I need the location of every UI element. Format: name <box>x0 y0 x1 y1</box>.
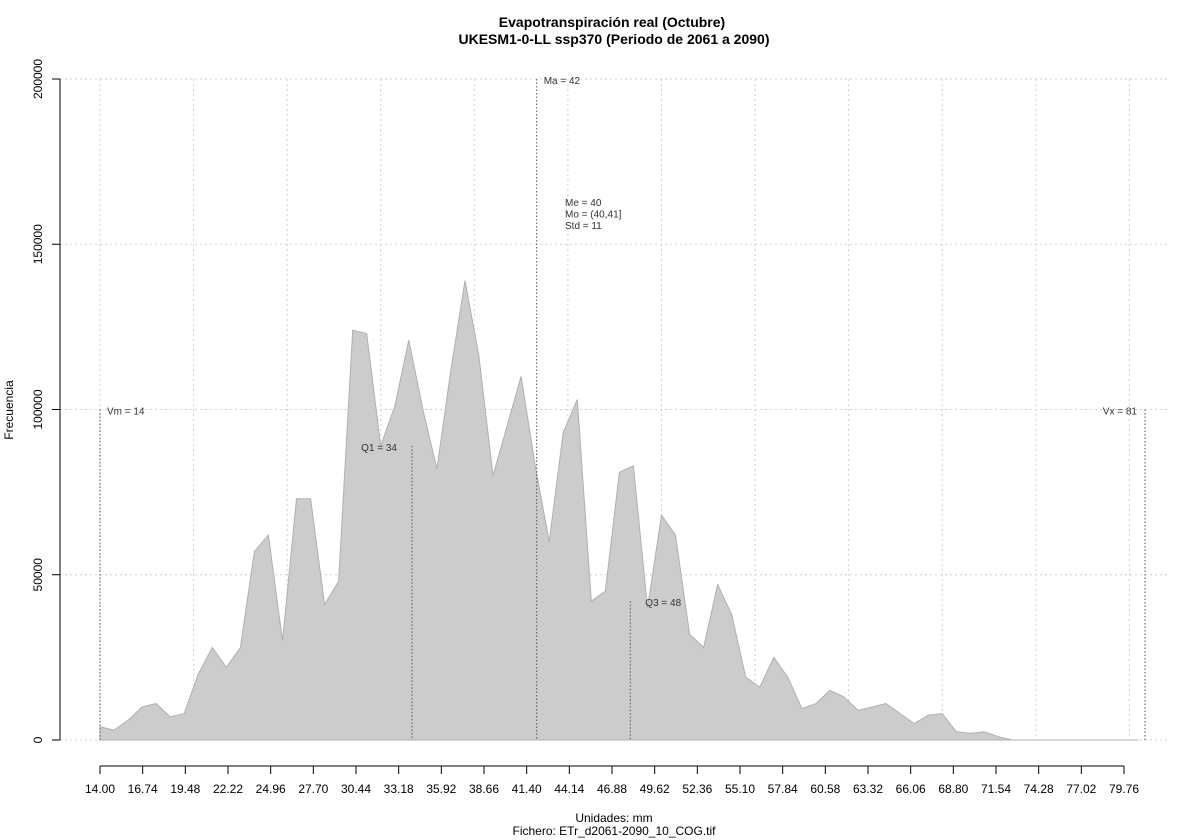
y-tick-label-0: 0 <box>31 736 45 743</box>
y-tick-label-2: 100000 <box>31 389 45 429</box>
marker-label-1: Q1 = 34 <box>361 443 397 454</box>
x-tick-label-21: 71.54 <box>981 782 1011 796</box>
x-tick-label-13: 49.62 <box>640 782 670 796</box>
grid-layer <box>60 78 1170 741</box>
x-tick-label-19: 66.06 <box>896 782 926 796</box>
area-layer <box>99 280 1139 741</box>
x-tick-label-14: 52.36 <box>682 782 712 796</box>
frequency-area <box>99 280 1139 741</box>
x-tick-label-6: 30.44 <box>341 782 371 796</box>
x-tick-label-20: 68.80 <box>938 782 968 796</box>
marker-layer: Vm = 14 Q1 = 34 Ma = 42 Q3 = 48 Vx = 81 <box>99 76 1146 740</box>
x-axis-label: Unidades: mm <box>575 811 652 825</box>
x-tick-label-0: 14.00 <box>85 782 115 796</box>
x-tick-label-1: 16.74 <box>128 782 158 796</box>
x-tick-label-7: 33.18 <box>384 782 414 796</box>
x-tick-label-3: 22.22 <box>213 782 243 796</box>
footer-file-label: Fichero: ETr_d2061-2090_10_COG.tif <box>513 824 717 838</box>
stats-line-2: Std = 11 <box>565 221 602 232</box>
y-tick-label-1: 50000 <box>31 558 45 592</box>
marker-label-3: Q3 = 48 <box>645 598 681 609</box>
x-tick-label-4: 24.96 <box>256 782 286 796</box>
chart-title: Evapotranspiración real (Octubre) <box>499 14 725 30</box>
x-tick-label-23: 77.02 <box>1066 782 1096 796</box>
x-tick-label-12: 46.88 <box>597 782 627 796</box>
stats-line-1: Mo = (40,41] <box>565 210 622 221</box>
x-tick-label-5: 27.70 <box>298 782 328 796</box>
x-tick-label-9: 38.66 <box>469 782 499 796</box>
y-tick-label-3: 150000 <box>31 224 45 264</box>
y-tick-label-4: 200000 <box>31 59 45 99</box>
marker-label-0: Vm = 14 <box>107 407 145 418</box>
x-tick-label-24: 79.76 <box>1109 782 1139 796</box>
x-tick-label-15: 55.10 <box>725 782 755 796</box>
marker-label-2: Ma = 42 <box>544 76 581 87</box>
x-tick-layer: 14.00 16.74 19.48 22.22 24.96 27.70 30.44 33.18… <box>85 766 1139 796</box>
y-axis-label: Frecuencia <box>2 380 16 440</box>
x-tick-label-22: 74.28 <box>1024 782 1054 796</box>
stats-line-0: Me = 40 <box>565 198 602 209</box>
x-tick-label-8: 35.92 <box>426 782 456 796</box>
x-tick-label-16: 57.84 <box>768 782 798 796</box>
chart-subtitle: UKESM1-0-LL ssp370 (Periodo de 2061 a 20… <box>459 31 770 47</box>
marker-label-4: Vx = 81 <box>1103 407 1138 418</box>
x-tick-label-18: 63.32 <box>853 782 883 796</box>
x-tick-label-17: 60.58 <box>810 782 840 796</box>
x-tick-label-11: 44.14 <box>554 782 584 796</box>
y-tick-layer: 0 50000 100000 150000 200000 <box>31 59 60 743</box>
x-tick-label-10: 41.40 <box>512 782 542 796</box>
x-tick-label-2: 19.48 <box>170 782 200 796</box>
